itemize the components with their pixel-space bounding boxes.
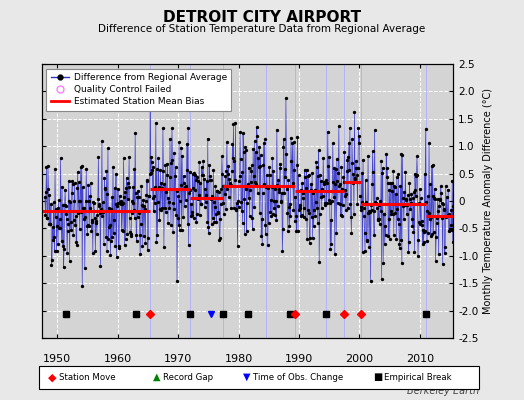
Text: Time of Obs. Change: Time of Obs. Change bbox=[253, 373, 343, 382]
Text: 1990: 1990 bbox=[285, 354, 313, 364]
Text: Empirical Break: Empirical Break bbox=[384, 373, 451, 382]
Text: DETROIT CITY AIRPORT: DETROIT CITY AIRPORT bbox=[163, 10, 361, 25]
Text: ■: ■ bbox=[373, 372, 382, 382]
Text: 2000: 2000 bbox=[345, 354, 374, 364]
Text: Difference of Station Temperature Data from Regional Average: Difference of Station Temperature Data f… bbox=[99, 24, 425, 34]
Text: 1950: 1950 bbox=[43, 354, 71, 364]
Text: ◆: ◆ bbox=[48, 372, 57, 382]
Text: 2010: 2010 bbox=[406, 354, 434, 364]
Text: Record Gap: Record Gap bbox=[163, 373, 214, 382]
Text: 1970: 1970 bbox=[164, 354, 192, 364]
Text: Berkeley Earth: Berkeley Earth bbox=[407, 386, 479, 396]
Text: 1960: 1960 bbox=[103, 354, 132, 364]
Text: ▲: ▲ bbox=[154, 372, 161, 382]
Text: 1980: 1980 bbox=[224, 354, 253, 364]
Y-axis label: Monthly Temperature Anomaly Difference (°C): Monthly Temperature Anomaly Difference (… bbox=[483, 88, 493, 314]
Legend: Difference from Regional Average, Quality Control Failed, Estimated Station Mean: Difference from Regional Average, Qualit… bbox=[47, 68, 231, 111]
Text: ▼: ▼ bbox=[243, 372, 250, 382]
Text: Station Move: Station Move bbox=[59, 373, 115, 382]
